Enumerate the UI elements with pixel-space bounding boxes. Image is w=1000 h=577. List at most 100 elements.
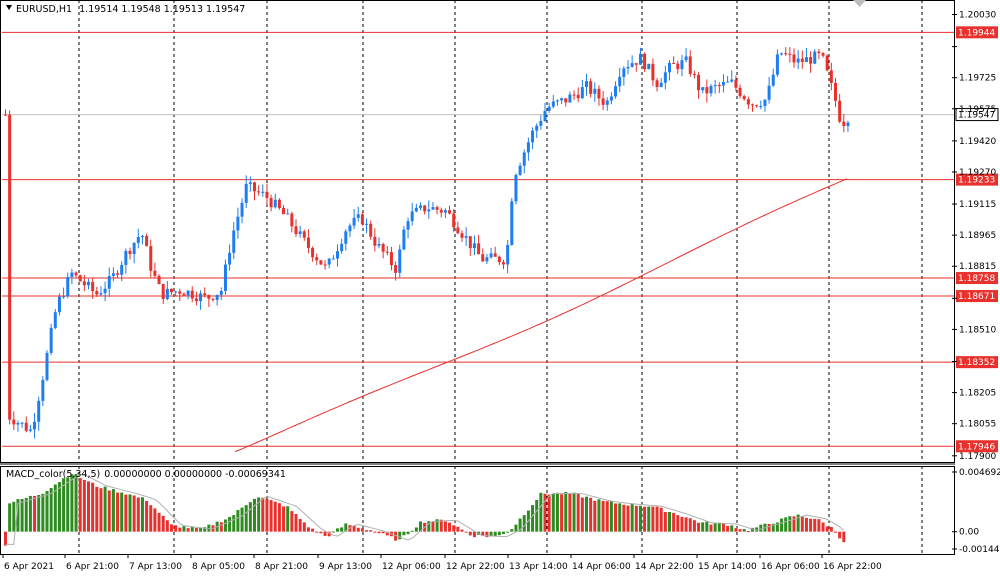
candle-bull: [223, 259, 227, 295]
candle-bear: [319, 260, 323, 266]
candle-bull: [560, 97, 564, 105]
macd-bar: [609, 501, 613, 532]
candle-body: [452, 213, 456, 228]
macd-bar: [784, 517, 788, 532]
candle-body: [672, 62, 676, 64]
candle-bull: [431, 202, 435, 211]
time-axis-label: 8 Apr 05:00: [192, 562, 245, 572]
candle-body: [257, 191, 261, 193]
candle-body: [190, 290, 194, 299]
macd-bar: [427, 521, 431, 532]
candle-bull: [846, 120, 850, 132]
candle-body: [261, 191, 265, 193]
macd-bar: [560, 494, 564, 532]
macd-bar: [655, 506, 659, 532]
macd-bar: [344, 523, 348, 532]
candlesticks: [4, 47, 850, 439]
dropdown-triangle-icon[interactable]: [6, 5, 12, 10]
candle-body: [630, 63, 634, 67]
candle-bear: [468, 236, 472, 256]
macd-bar: [709, 524, 713, 532]
level-tag-label: 1.19233: [958, 176, 995, 186]
candle-body: [701, 87, 705, 91]
candle-bull: [348, 223, 352, 238]
moving-average-line: [234, 178, 848, 453]
macd-bar: [365, 530, 369, 532]
candle-bear: [439, 207, 443, 218]
candle-body: [311, 247, 315, 258]
candle-bear: [435, 205, 439, 215]
candle-bear: [697, 71, 701, 99]
candle-body: [771, 74, 775, 86]
macd-bar: [668, 511, 671, 532]
candle-body: [327, 258, 331, 265]
macd-bar: [178, 527, 182, 532]
macd-bar: [568, 493, 572, 532]
candle-body: [448, 210, 452, 214]
macd-bar: [502, 531, 505, 535]
time-axis-label: 16 Apr 06:00: [761, 562, 820, 572]
candle-body: [605, 100, 609, 105]
candle-bull: [514, 173, 518, 205]
candle-body: [128, 250, 132, 255]
macd-bar: [838, 531, 842, 539]
macd-bar: [688, 518, 692, 532]
candle-body: [99, 293, 103, 295]
candle-body: [389, 252, 393, 266]
macd-bar: [705, 521, 709, 532]
candle-body: [170, 288, 173, 293]
candle-bear: [360, 212, 364, 226]
candle-body: [82, 281, 86, 286]
candle-bear: [315, 253, 319, 266]
candle-bull: [713, 79, 717, 94]
macd-bar: [564, 491, 568, 532]
macd-bar: [402, 531, 406, 536]
macd-axis-label: -0.0014416: [959, 545, 1000, 555]
candle-body: [551, 101, 555, 107]
candle-bull: [273, 193, 277, 209]
macd-bar: [518, 518, 522, 532]
candle-bull: [16, 420, 20, 432]
candle-body: [294, 226, 298, 234]
candle-bull: [767, 76, 771, 104]
candle-bear: [460, 230, 464, 242]
candle-body: [161, 283, 165, 300]
candle-bull: [261, 184, 265, 197]
macd-bar: [228, 516, 232, 532]
level-tag-label: 1.18758: [958, 274, 995, 284]
candle-body: [829, 70, 833, 83]
candle-body: [531, 130, 535, 143]
candle-bull: [244, 175, 248, 208]
macd-bar: [319, 531, 323, 534]
macd-bar: [672, 512, 676, 532]
candle-body: [614, 86, 618, 97]
chart-header: EURUSD,H1 1.19514 1.19548 1.19513 1.1954…: [6, 0, 866, 15]
macd-bar: [622, 504, 626, 532]
candle-bear: [809, 51, 813, 73]
macd-bar: [20, 498, 24, 532]
candle-bull: [398, 244, 402, 278]
candle-bear: [257, 185, 261, 196]
candle-body: [111, 273, 115, 277]
time-axis-label: 8 Apr 21:00: [255, 562, 308, 572]
macd-bar: [124, 494, 128, 532]
candle-bull: [298, 225, 302, 238]
macd-bar: [74, 474, 78, 532]
macd-bar: [223, 519, 227, 532]
candle-body: [24, 422, 28, 431]
candle-body: [348, 225, 352, 232]
macd-bar: [302, 522, 306, 532]
candle-bull: [37, 396, 41, 431]
moving-average: [234, 178, 848, 453]
level-tag-label: 1.17946: [958, 442, 995, 452]
candle-body: [688, 56, 692, 74]
candle-body: [784, 53, 788, 55]
candle-bull: [365, 218, 369, 234]
macd-bar: [340, 527, 344, 532]
macd-bar: [116, 492, 120, 532]
candle-body: [593, 88, 597, 94]
macd-bar: [410, 530, 414, 532]
macd-bar: [419, 521, 422, 532]
one-click-trading-icon[interactable]: [853, 0, 866, 7]
